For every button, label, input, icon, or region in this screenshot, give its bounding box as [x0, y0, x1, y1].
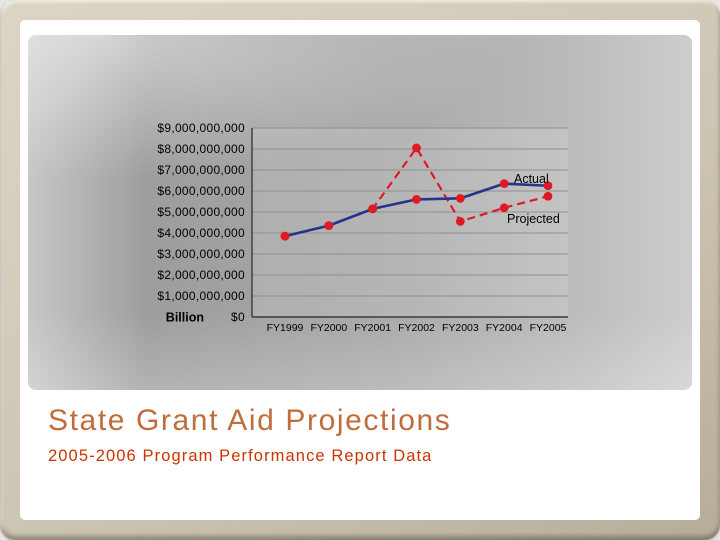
data-point-marker	[543, 181, 553, 191]
data-point-marker	[499, 203, 509, 213]
unit-label-billion: Billion	[166, 311, 204, 325]
x-axis-label: FY2005	[530, 322, 567, 334]
chart-svg: $0 $1,000,000,000 $2,000,000,000 $3,000,000…	[157, 121, 568, 334]
y-axis-label: $0	[231, 310, 245, 324]
x-axis-label: FY2000	[310, 322, 347, 334]
series-label-projected: Projected	[507, 212, 560, 226]
slide-title: State Grant Aid Projections	[48, 404, 452, 437]
x-axis-label: FY2004	[486, 322, 523, 334]
slide-subtitle: 2005-2006 Program Performance Report Dat…	[48, 447, 433, 465]
y-axis-label: $3,000,000,000	[157, 247, 245, 261]
y-axis-label: $4,000,000,000	[157, 226, 245, 240]
x-axis-label: FY2001	[354, 322, 391, 334]
data-point-marker	[280, 231, 290, 241]
y-axis-label: $5,000,000,000	[157, 205, 245, 219]
y-axis-label: $1,000,000,000	[157, 289, 245, 303]
x-axis-label: FY2002	[398, 322, 435, 334]
y-axis-label: $8,000,000,000	[157, 142, 245, 156]
data-point-marker	[499, 179, 509, 189]
y-axis-label: $6,000,000,000	[157, 184, 245, 198]
title-block: State Grant Aid Projections 2005-2006 Pr…	[48, 403, 451, 466]
y-axis-label: $9,000,000,000	[157, 121, 245, 135]
y-axis-label: $7,000,000,000	[157, 163, 245, 177]
slide: $0 $1,000,000,000 $2,000,000,000 $3,000,000…	[20, 20, 700, 520]
series-label-actual: Actual	[514, 172, 549, 186]
plot-area	[252, 128, 568, 317]
data-point-marker	[455, 217, 465, 226]
data-point-marker	[412, 143, 421, 153]
data-point-marker	[324, 221, 334, 231]
y-axis-label: $2,000,000,000	[157, 268, 245, 282]
chart-background-band: $0 $1,000,000,000 $2,000,000,000 $3,000,000…	[28, 35, 692, 390]
x-axis-label: FY1999	[267, 322, 304, 334]
data-point-marker	[455, 193, 465, 203]
x-axis-label: FY2003	[442, 322, 479, 334]
data-point-marker	[368, 204, 378, 214]
data-point-marker	[412, 195, 421, 204]
data-point-marker	[543, 191, 553, 201]
